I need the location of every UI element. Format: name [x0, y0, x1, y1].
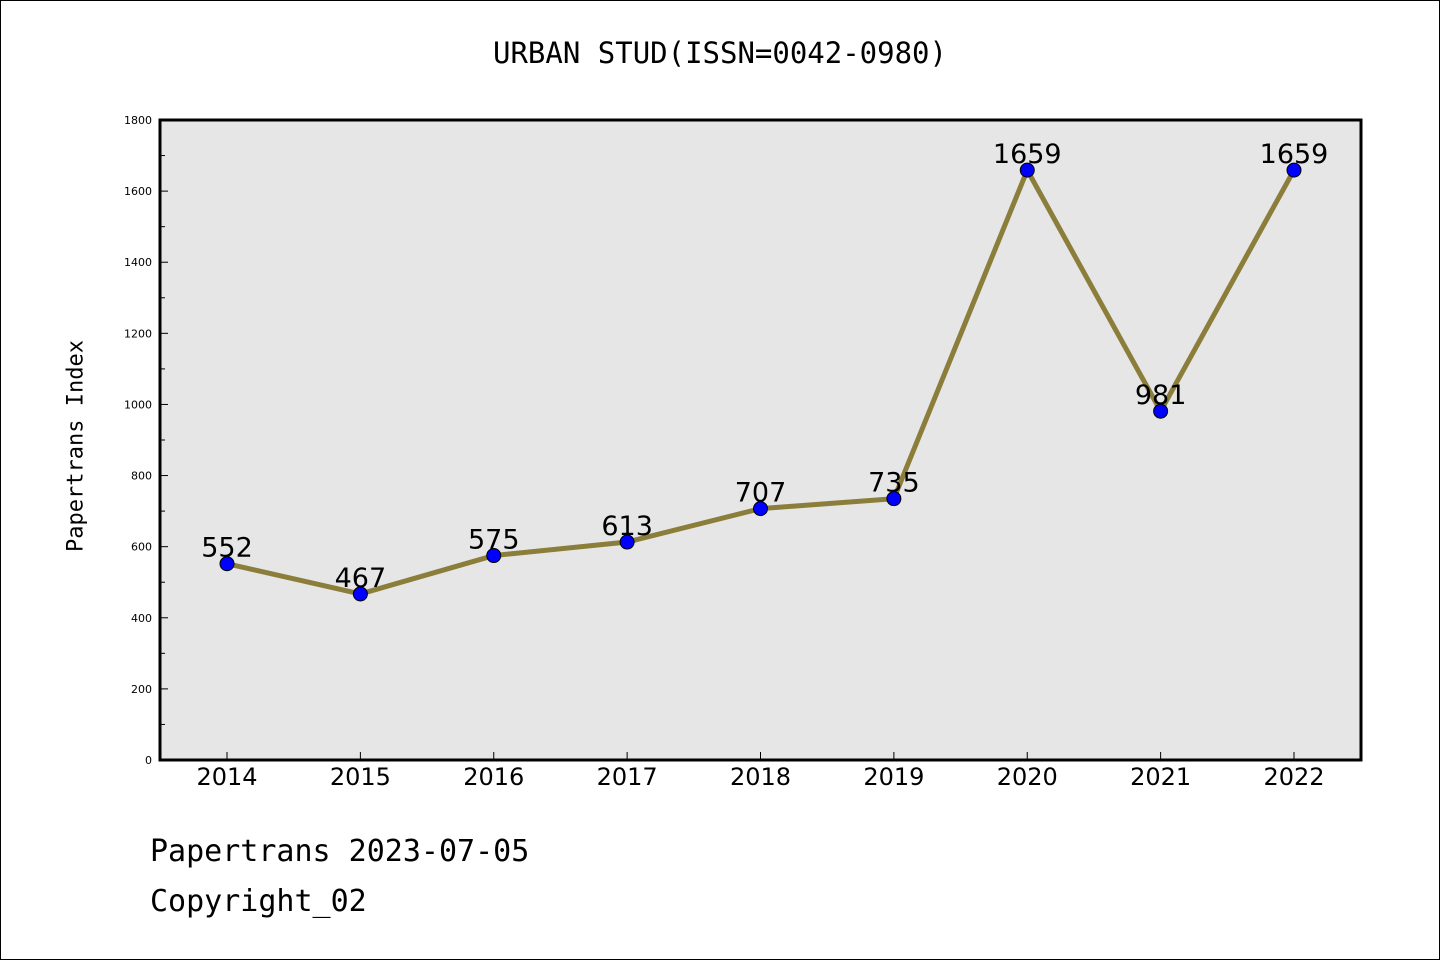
data-label: 552 — [201, 533, 253, 564]
data-label: 575 — [468, 525, 520, 556]
x-tick-label: 2016 — [463, 763, 524, 791]
data-label: 1659 — [993, 139, 1062, 170]
data-point — [1019, 162, 1035, 178]
data-point — [753, 501, 768, 517]
data-label: 467 — [335, 563, 387, 594]
y-tick-label: 1400 — [124, 256, 152, 269]
x-axis: 2014 2015 2016 2017 2018 2019 2020 2021 2022 — [196, 752, 1325, 791]
x-tick-label: 2022 — [1263, 763, 1324, 791]
data-label: 735 — [868, 468, 920, 499]
data-point — [486, 548, 502, 564]
y-tick-label: 400 — [131, 612, 152, 625]
data-point — [352, 586, 368, 602]
series-layer — [219, 162, 1302, 602]
data-labels-layer: 552 467 575 613 707 735 1659 981 1659 — [201, 139, 1328, 594]
y-axis: 0 200 400 600 800 1000 1200 1400 1600 1800 — [124, 114, 168, 767]
plot-area — [160, 120, 1361, 760]
data-point — [619, 534, 635, 550]
x-tick-label: 2015 — [330, 763, 391, 791]
data-point — [1286, 162, 1302, 178]
y-tick-label: 1600 — [124, 185, 152, 198]
data-label: 707 — [735, 478, 787, 509]
x-tick-label: 2014 — [196, 763, 257, 791]
y-tick-label: 200 — [131, 683, 152, 696]
footer-date: Papertrans 2023-07-05 — [150, 834, 530, 869]
data-label: 981 — [1135, 380, 1187, 411]
data-label: 1659 — [1260, 139, 1329, 170]
plot-border — [158, 118, 1363, 762]
data-point — [886, 491, 902, 507]
x-tick-label: 2020 — [997, 763, 1058, 791]
y-tick-label: 800 — [131, 470, 152, 483]
x-tick-label: 2021 — [1130, 763, 1191, 791]
chart-title: URBAN STUD(ISSN=0042-0980) — [493, 36, 947, 70]
y-tick-label: 0 — [145, 754, 152, 767]
data-point — [219, 556, 235, 572]
x-tick-label: 2018 — [730, 763, 791, 791]
data-label: 613 — [601, 511, 653, 542]
x-tick-label: 2017 — [597, 763, 658, 791]
x-tick-label: 2019 — [863, 763, 924, 791]
y-tick-label: 1200 — [124, 327, 152, 340]
y-tick-label: 1800 — [124, 114, 152, 127]
y-tick-label: 1000 — [124, 398, 152, 411]
y-tick-label: 600 — [131, 541, 152, 554]
footer-copyright: Copyright_02 — [150, 884, 367, 919]
data-point — [1153, 403, 1169, 419]
